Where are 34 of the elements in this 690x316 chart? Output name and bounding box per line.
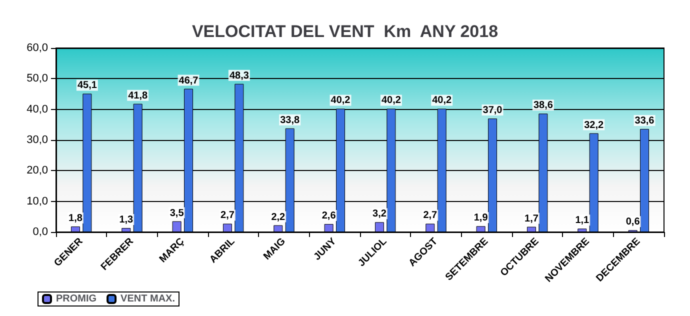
data-label: 48,3 bbox=[229, 70, 250, 82]
data-label: 2,7 bbox=[423, 210, 438, 222]
y-tick-label: 50,0 bbox=[26, 72, 48, 85]
data-label: 3,2 bbox=[372, 208, 387, 220]
data-label: 1,1 bbox=[575, 215, 590, 226]
data-label: 37,0 bbox=[482, 105, 503, 116]
data-label: 33,8 bbox=[280, 114, 300, 126]
data-label: 1,8 bbox=[68, 212, 83, 224]
y-tick-label: 0,0 bbox=[32, 226, 48, 238]
data-label: 1,3 bbox=[119, 214, 134, 226]
legend-label: PROMIG bbox=[56, 294, 97, 304]
chart-title: VELOCITAT DEL VENT Km ANY 2018 bbox=[192, 22, 498, 41]
legend-label: VENT MAX. bbox=[120, 294, 176, 304]
data-label: 2,6 bbox=[322, 210, 336, 222]
y-tick-label: 60,0 bbox=[26, 42, 48, 54]
data-label: 2,2 bbox=[271, 212, 286, 223]
data-label: 38,6 bbox=[533, 100, 554, 112]
data-label: 45,1 bbox=[77, 80, 98, 92]
y-tick-label: 20,0 bbox=[26, 164, 48, 177]
data-label: 46,7 bbox=[178, 75, 199, 86]
data-label: 40,2 bbox=[432, 95, 452, 106]
data-label: 32,2 bbox=[584, 120, 604, 131]
data-label: 1,9 bbox=[474, 212, 488, 224]
data-label: 40,2 bbox=[330, 95, 351, 106]
data-label: 40,2 bbox=[381, 95, 402, 106]
data-label: 41,8 bbox=[128, 90, 148, 102]
data-label: 33,6 bbox=[634, 115, 655, 126]
y-tick-label: 10,0 bbox=[26, 195, 48, 208]
data-label: 3,5 bbox=[170, 208, 184, 219]
y-tick-label: 30,0 bbox=[26, 134, 48, 146]
y-tick-label: 40,0 bbox=[26, 103, 48, 116]
data-label: 0,6 bbox=[626, 216, 640, 228]
data-label: 1,7 bbox=[524, 213, 539, 224]
data-label: 2,7 bbox=[220, 210, 235, 222]
